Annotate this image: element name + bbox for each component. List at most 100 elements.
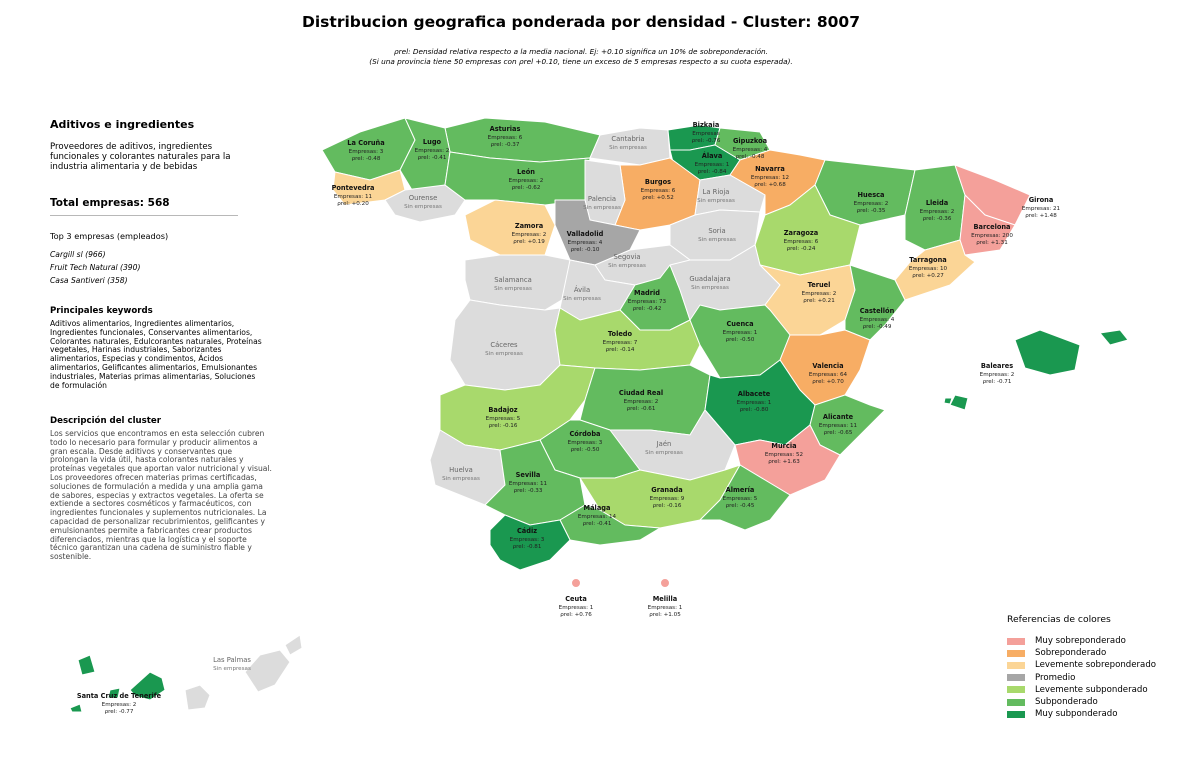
province-label-alava: Álava (702, 151, 723, 160)
province-rho-lugo: ρrel: -0.41 (418, 155, 447, 161)
province-lleida (904, 164, 966, 251)
province-label-zamora: Zamora (515, 222, 543, 230)
province-rho-santa-cruz-de-tenerife: ρrel: -0.77 (105, 709, 134, 715)
province-count-caceres: Sin empresas (485, 351, 523, 357)
province-label-teruel: Teruel (808, 281, 831, 289)
province-rho-bizkaia: ρrel: -0.76 (692, 138, 721, 144)
province-count-ciudad-real: Empresas: 2 (624, 399, 659, 405)
province-label-cantabria: Cantabria (611, 135, 644, 143)
province-count-zamora: Empresas: 2 (512, 232, 547, 238)
province-label-salamanca: Salamanca (494, 276, 532, 284)
legend-label: Levemente sobreponderado (1035, 660, 1157, 671)
province-label-baleares: Baleares (981, 362, 1013, 370)
province-rho-teruel: ρrel: +0.21 (803, 298, 835, 304)
province-rho-ciudad-real: ρrel: -0.61 (627, 406, 656, 412)
legend-title: Referencias de colores (1007, 614, 1111, 625)
top3-title: Top 3 empresas (empleados) (50, 231, 169, 241)
province-count-gipuzkoa: Empresas: 4 (733, 147, 768, 153)
province-rho-madrid: ρrel: -0.42 (633, 306, 662, 312)
island-santa-cruz-de-tenerife-2 (107, 687, 121, 699)
province-rho-lleida: ρrel: -0.36 (923, 216, 952, 222)
island-baleares-2 (1099, 329, 1129, 346)
province-cadiz (489, 514, 571, 571)
province-count-ceuta: Empresas: 1 (559, 605, 594, 611)
city-marker-melilla (660, 578, 670, 588)
province-count-palencia: Sin empresas (583, 205, 621, 211)
province-count-zaragoza: Empresas: 6 (784, 239, 819, 245)
province-count-granada: Empresas: 9 (650, 496, 685, 502)
island-santa-cruz-de-tenerife-3 (129, 671, 166, 701)
province-count-madrid: Empresas: 73 (628, 299, 667, 305)
province-count-leon: Empresas: 2 (509, 178, 544, 184)
province-label-valladolid: Valladolid (567, 230, 604, 238)
province-rho-melilla: ρrel: +1.05 (649, 612, 681, 618)
province-label-las-palmas: Las Palmas (213, 656, 251, 664)
province-label-la-rioja: La Rioja (703, 188, 730, 196)
province-count-alava: Empresas: 1 (695, 162, 730, 168)
province-label-badajoz: Badajoz (488, 406, 517, 414)
province-valladolid (554, 199, 641, 266)
province-rho-malaga: ρrel: -0.41 (583, 521, 612, 527)
province-count-las-palmas: Sin empresas (213, 666, 251, 672)
province-label-santa-cruz-de-tenerife: Santa Cruz de Tenerife (77, 692, 162, 700)
province-count-melilla: Empresas: 1 (648, 605, 683, 611)
province-count-soria: Sin empresas (698, 237, 736, 243)
province-count-castellon: Empresas: 4 (860, 317, 895, 323)
province-label-lleida: Lleida (926, 199, 948, 207)
province-label-melilla: Melilla (653, 595, 678, 603)
province-label-madrid: Madrid (634, 289, 660, 297)
province-count-murcia: Empresas: 52 (765, 452, 803, 458)
province-label-navarra: Navarra (755, 165, 785, 173)
province-label-asturias: Asturias (490, 125, 521, 133)
province-label-leon: León (517, 168, 535, 176)
legend-swatch (1007, 686, 1025, 694)
province-label-bizkaia: Bizkaia (693, 121, 720, 129)
province-count-tarragona: Empresas: 10 (909, 266, 948, 272)
top3-item-1: Cargill sl (966) (50, 250, 106, 259)
province-label-malaga: Málaga (584, 504, 611, 512)
province-label-segovia: Segovia (613, 253, 640, 261)
province-rho-castellon: ρrel: -0.49 (863, 324, 892, 330)
province-rho-zamora: ρrel: +0.19 (513, 239, 545, 245)
province-count-jaen: Sin empresas (645, 450, 683, 456)
province-label-cuenca: Cuenca (726, 320, 753, 328)
legend-item-levemente-sobreponderado: Levemente sobreponderado (1007, 660, 1156, 670)
total-empresas: Total empresas: 568 (50, 197, 170, 209)
province-label-barcelona: Barcelona (973, 223, 1010, 231)
legend-item-muy-sobreponderado: Muy sobreponderado (1007, 636, 1126, 646)
legend-item-subponderado: Subponderado (1007, 697, 1098, 707)
legend-swatch (1007, 698, 1025, 706)
province-label-huesca: Huesca (858, 191, 885, 199)
province-label-alicante: Alicante (823, 413, 854, 421)
province-rho-baleares: ρrel: -0.71 (983, 379, 1012, 385)
province-count-cantabria: Sin empresas (609, 145, 647, 151)
province-count-alicante: Empresas: 11 (819, 423, 858, 429)
subtitle-line-2: (Si una provincia tiene 50 empresas con … (369, 57, 793, 66)
province-rho-asturias: ρrel: -0.37 (491, 142, 520, 148)
province-label-caceres: Cáceres (490, 341, 518, 349)
province-label-granada: Granada (651, 486, 682, 494)
legend-label: Subponderado (1035, 697, 1098, 707)
province-label-tarragona: Tarragona (909, 256, 946, 264)
top3-item-3: Casa Santiveri (358) (50, 276, 128, 285)
province-count-asturias: Empresas: 6 (488, 135, 523, 141)
province-count-la-coruna: Empresas: 3 (349, 149, 384, 155)
province-count-huelva: Sin empresas (442, 476, 480, 482)
province-label-huelva: Huelva (449, 466, 473, 474)
province-label-toledo: Toledo (608, 330, 633, 338)
province-rho-la-coruna: ρrel: -0.48 (352, 156, 381, 162)
legend-swatch (1007, 674, 1025, 682)
province-count-sevilla: Empresas: 11 (509, 481, 548, 487)
description-title: Descripción del cluster (50, 416, 161, 426)
province-rho-girona: ρrel: +1.48 (1025, 213, 1057, 219)
province-label-palencia: Palencia (588, 195, 616, 203)
province-label-soria: Soria (708, 227, 725, 235)
province-count-burgos: Empresas: 6 (641, 188, 676, 194)
cluster-name: Aditivos e ingredientes (50, 118, 195, 131)
province-label-pontevedra: Pontevedra (332, 184, 375, 192)
province-count-badajoz: Empresas: 5 (486, 416, 521, 422)
province-label-lugo: Lugo (423, 138, 442, 146)
province-label-zaragoza: Zaragoza (784, 229, 818, 237)
province-count-huesca: Empresas: 2 (854, 201, 889, 207)
city-marker-ceuta (571, 578, 581, 588)
